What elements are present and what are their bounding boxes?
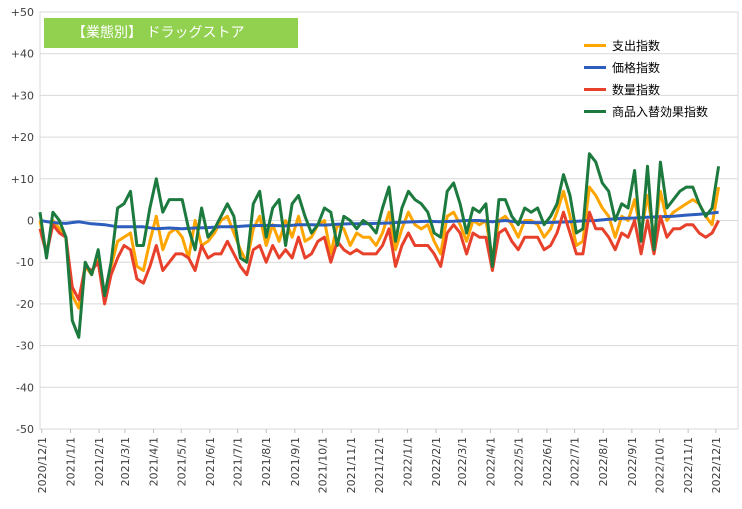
x-tick-label: 2022/1/1 (401, 437, 414, 486)
y-tick-label: +20 (11, 131, 34, 144)
legend-swatch (584, 87, 606, 91)
x-tick-label: 2021/10/1 (317, 437, 330, 493)
legend-swatch (584, 65, 606, 69)
x-tick-label: 2022/2/1 (430, 437, 443, 486)
y-tick-label: -10 (16, 256, 34, 269)
x-tick-label: 2021/3/1 (119, 437, 132, 486)
y-tick-label: -50 (16, 423, 34, 436)
x-tick-label: 2021/2/1 (93, 437, 106, 486)
y-tick-label: +10 (11, 173, 34, 186)
series-line-4 (38, 152, 721, 339)
legend-swatch (584, 43, 606, 47)
x-tick-label: 2021/5/1 (175, 437, 188, 486)
x-tick-label: 2022/8/1 (597, 437, 610, 486)
x-tick-label: 2022/7/1 (569, 437, 582, 486)
x-tick-label: 2021/1/1 (64, 437, 77, 486)
legend-item-1: 支出指数 (584, 34, 708, 56)
legend-label: 価格指数 (612, 60, 661, 75)
legend-item-4: 商品入替効果指数 (584, 100, 708, 122)
x-tick-label: 2021/8/1 (260, 437, 273, 486)
y-tick-label: +50 (11, 6, 34, 19)
x-tick-label: 2021/4/1 (148, 437, 161, 486)
y-tick-label: +40 (11, 48, 34, 61)
y-tick-label: -30 (16, 340, 34, 353)
legend-swatch (584, 109, 606, 113)
series-line-2 (39, 210, 719, 231)
x-tick-label: 2022/9/1 (626, 437, 639, 486)
x-tick-label: 2022/3/1 (456, 437, 469, 486)
x-tick-label: 2021/11/1 (345, 437, 358, 493)
x-axis: 2020/12/1 2021/1/1 2021/2/1 2021/3/1 2021/4/… (36, 429, 723, 493)
legend-label: 支出指数 (612, 38, 661, 53)
x-tick-label: 2022/12/1 (710, 437, 723, 493)
x-tick-label: 2021/9/1 (289, 437, 302, 486)
x-tick-label: 2021/12/1 (373, 437, 386, 493)
chart-title: 【業態別】 ドラッグストア (44, 18, 298, 48)
legend-item-3: 数量指数 (584, 78, 708, 100)
legend-label: 商品入替効果指数 (612, 104, 709, 119)
x-tick-label: 2022/10/1 (654, 437, 667, 493)
legend: 支出指数価格指数数量指数商品入替効果指数 (584, 34, 708, 122)
series-line-3 (38, 210, 720, 306)
x-tick-label: 2022/11/1 (682, 437, 695, 493)
x-tick-label: 2022/6/1 (541, 437, 554, 486)
y-tick-label: 0 (27, 215, 34, 228)
legend-label: 数量指数 (612, 82, 661, 97)
y-tick-label: +30 (11, 89, 34, 102)
x-tick-label: 2022/5/1 (512, 437, 525, 486)
y-tick-label: -40 (16, 381, 34, 394)
x-tick-label: 2022/4/1 (485, 437, 498, 486)
y-axis: +50 +40 +30 +20 +10 0 -10 -20 -30 -40 -50 (11, 6, 34, 436)
x-tick-label: 2021/6/1 (204, 437, 217, 486)
x-tick-label: 2021/7/1 (232, 437, 245, 486)
legend-item-2: 価格指数 (584, 56, 708, 78)
series-lines (38, 152, 721, 339)
y-tick-label: -20 (16, 298, 34, 311)
x-tick-label: 2020/12/1 (36, 437, 49, 493)
